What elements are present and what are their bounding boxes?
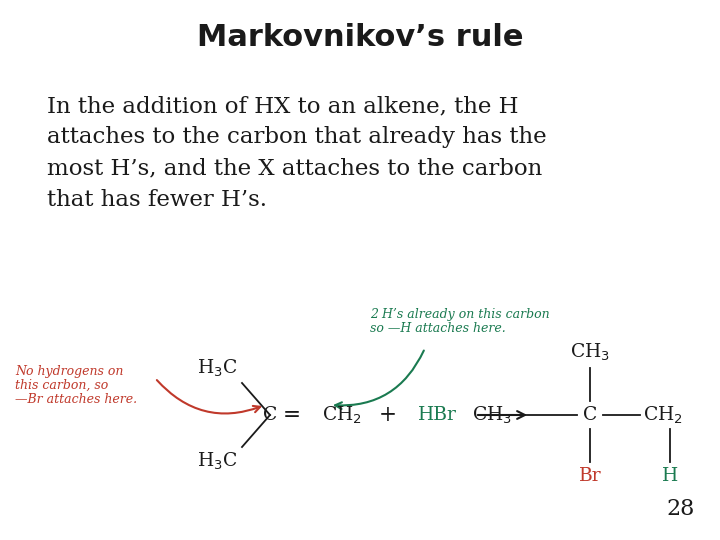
Text: 2 H’s already on this carbon: 2 H’s already on this carbon	[370, 308, 549, 321]
Text: Br: Br	[579, 467, 601, 485]
Text: C: C	[582, 406, 597, 424]
Text: CH$_2$: CH$_2$	[643, 404, 683, 426]
Text: 28: 28	[667, 498, 695, 520]
Text: H$_3$C: H$_3$C	[197, 357, 238, 379]
Text: +: +	[379, 404, 397, 426]
Text: H: H	[662, 467, 678, 485]
FancyArrowPatch shape	[335, 350, 424, 409]
Text: No hydrogens on: No hydrogens on	[15, 365, 123, 378]
Text: C: C	[263, 406, 277, 424]
Text: CH$_3$: CH$_3$	[570, 342, 610, 363]
Text: Markovnikov’s rule: Markovnikov’s rule	[197, 24, 523, 52]
Text: CH$_3$: CH$_3$	[472, 404, 512, 426]
Text: —Br attaches here.: —Br attaches here.	[15, 393, 137, 406]
Text: this carbon, so: this carbon, so	[15, 379, 108, 392]
Text: H$_3$C: H$_3$C	[197, 451, 238, 472]
FancyArrowPatch shape	[157, 380, 260, 414]
Text: so —H attaches here.: so —H attaches here.	[370, 322, 505, 335]
Text: CH$_2$: CH$_2$	[322, 404, 362, 426]
Text: HBr: HBr	[418, 406, 457, 424]
Text: =: =	[283, 404, 301, 426]
Text: In the addition of HX to an alkene, the H
attaches to the carbon that already ha: In the addition of HX to an alkene, the …	[47, 95, 546, 211]
